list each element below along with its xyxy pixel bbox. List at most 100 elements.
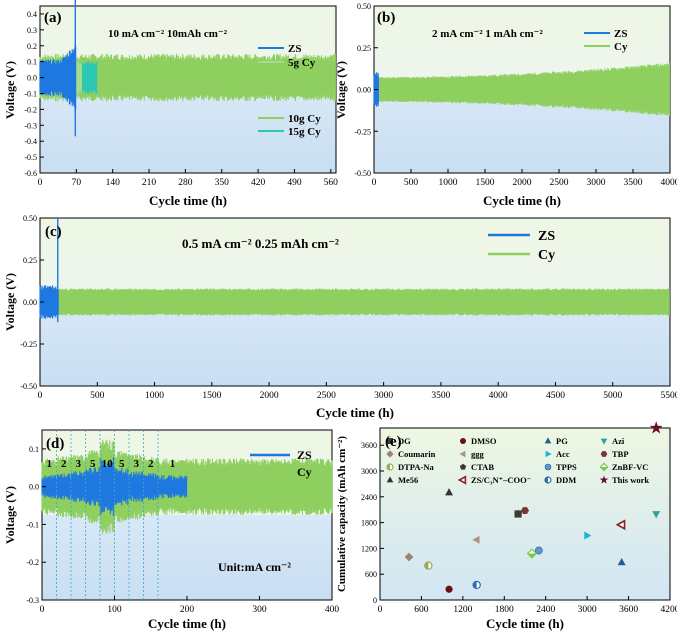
legend-e-zs-c-n-coo--marker	[457, 475, 467, 485]
legend-e-zs-c-n-coo--label: ZS/C₃N⁺–COO⁻	[471, 475, 531, 485]
panel-d-rate-label: 2	[61, 458, 67, 470]
panel-d-ylabel: Voltage (V)	[3, 486, 17, 544]
panel-a-axes: 0 70 140 210 280 350 420 490 560 -0.6 -0.5 -0.4 -0.3…	[24, 10, 338, 188]
panel-e-xtick-label: 1800	[495, 605, 514, 615]
point-coumarin	[404, 552, 414, 562]
panel-e-plot-area	[379, 427, 671, 601]
panel-a-ytick-label: 0.1	[27, 58, 37, 67]
panel-a-xlabel: Cycle time (h)	[149, 193, 227, 208]
panel-d-rate-label: 2	[148, 458, 154, 470]
legend-b-zs-label: ZS	[614, 28, 627, 40]
legend-c-cy-label: Cy	[538, 248, 555, 263]
panel-d-legend: ZS Cy	[250, 448, 312, 479]
panel-c-xtick-label: 3500	[431, 391, 450, 401]
panel-c-annotation: 0.5 mA cm⁻² 0.25 mAh cm⁻²	[182, 236, 339, 251]
panel-e-legend: DG Coumarin DTPA-Na Me56 DMSO ggg CTAB ZS/C₃N⁺–…	[386, 436, 649, 485]
panel-e-xtick-label: 1200	[453, 605, 472, 615]
panel-a-ytick-label: -0.5	[24, 153, 37, 162]
panel-b-xtick-label: 500	[404, 178, 419, 188]
panel-c-xtick-label: 2500	[317, 391, 336, 401]
panel-b-legend: ZS Cy	[584, 28, 628, 53]
point-dmso	[445, 585, 453, 593]
panel-d-ytick-label: -0.1	[26, 520, 39, 529]
legend-e-azi-label: Azi	[612, 436, 625, 446]
panel-b-xtick-label: 3000	[587, 178, 606, 188]
panel-c-xtick-label: 0	[38, 391, 43, 401]
panel-b-label: (b)	[377, 10, 395, 26]
panel-b-xtick-label: 1500	[476, 178, 495, 188]
legend-e-znbf-vc-marker	[599, 462, 609, 472]
panel-e-ytick-label: 0	[373, 596, 377, 605]
legend-e-azi-marker	[600, 438, 608, 445]
point-ctab	[514, 510, 522, 518]
panel-c-xtick-label: 3000	[374, 391, 393, 401]
legend-e-tpps-marker	[544, 463, 552, 471]
panel-a-ytick-label: 0.4	[27, 10, 37, 19]
panel-c-ylabel: Voltage (V)	[3, 273, 17, 331]
panel-c-legend: ZS Cy	[488, 229, 555, 263]
legend-a-zs-label: ZS	[288, 43, 301, 55]
legend-e-dg-label: DG	[398, 436, 411, 446]
legend-d-zs-label: ZS	[297, 448, 312, 462]
legend-e-ggg-marker	[459, 450, 466, 458]
legend-e-dmso-label: DMSO	[471, 436, 497, 446]
panel-e-ytick-label: 1200	[361, 544, 377, 553]
legend-e-acc-marker	[545, 450, 552, 458]
panel-e-label: (e)	[385, 434, 402, 450]
panel-a-ytick-label: 0.3	[27, 26, 37, 35]
legend-e-tbp-label: TBP	[612, 449, 629, 459]
panel-a-ytick-label: -0.6	[24, 169, 37, 178]
panel-a-ytick-label: 0.0	[27, 74, 37, 83]
panel-e-xtick-label: 0	[378, 605, 383, 615]
panel-a-xtick-label: 420	[251, 178, 266, 188]
point-pg	[617, 558, 626, 566]
panel-c-xtick-label: 1500	[202, 391, 221, 401]
panel-d-axes: 0 100 200 300 400 -0.3 -0.2 -0.1 0.0 0.1	[26, 445, 339, 615]
panel-e-ytick-label: 1800	[361, 519, 377, 528]
panel-e-points	[404, 421, 663, 593]
legend-a-5g-label: 5g Cy	[288, 57, 316, 69]
panel-a-legend-bottom: 10g Cy 15g Cy	[258, 113, 321, 138]
panel-a-xtick-label: 490	[287, 178, 302, 188]
panel-b-xlabel: Cycle time (h)	[483, 193, 561, 208]
panel-b-ytick-label: -0.50	[354, 169, 371, 178]
panel-c-xtick-label: 4500	[546, 391, 565, 401]
panel-b-ytick-label: 0.50	[357, 2, 371, 11]
panel-d-xtick-label: 100	[107, 605, 122, 615]
panel-c-xtick-label: 5500	[661, 391, 677, 401]
point-acc	[584, 531, 592, 540]
panel-b-xtick-label: 1000	[439, 178, 458, 188]
panel-b-xtick-label: 4000	[661, 178, 677, 188]
panel-e-xtick-label: 3600	[619, 605, 638, 615]
panel-c-xtick-label: 4000	[489, 391, 508, 401]
panel-d-rate-label: 3	[76, 458, 82, 470]
legend-a-15g-label: 15g Cy	[288, 126, 321, 138]
legend-e-pg-marker	[544, 437, 552, 444]
panel-d-ytick-label: -0.2	[26, 558, 39, 567]
panel-c-ytick-label: 0.50	[23, 214, 37, 223]
panel-c-xtick-label: 2000	[260, 391, 279, 401]
legend-e-ddm-label: DDM	[556, 475, 576, 485]
panel-d-rate-label: 1	[170, 458, 176, 470]
legend-e-coumarin-marker	[386, 450, 394, 458]
panel-d-ytick-label: 0.1	[29, 445, 39, 454]
panel-c-axes: 0 500 1000 1500 2000 2500 3000 3500 4000 4500 5000…	[20, 214, 677, 401]
panel-a-annotation: 10 mA cm⁻² 10mAh cm⁻²	[108, 28, 228, 40]
panel-a-label: (a)	[44, 10, 62, 26]
legend-a-10g-label: 10g Cy	[288, 113, 321, 125]
panel-c: 0 500 1000 1500 2000 2500 3000 3500 4000 4500 5000…	[3, 214, 677, 420]
panel-e-ytick-label: 3000	[361, 467, 377, 476]
panel-a-xtick-label: 350	[215, 178, 230, 188]
panel-d-ytick-label: 0.0	[29, 483, 39, 492]
panel-d-rate-label: 3	[134, 458, 140, 470]
panel-d-label: (d)	[46, 436, 64, 452]
point-zs-c-n-coo-	[615, 519, 626, 531]
panel-a-xtick-label: 70	[72, 178, 82, 188]
legend-b-cy-label: Cy	[614, 41, 628, 53]
panel-a-ytick-label: 0.2	[27, 42, 37, 51]
panel-d-rate-label: 5	[90, 458, 96, 470]
panel-d-xtick-label: 200	[180, 605, 195, 615]
